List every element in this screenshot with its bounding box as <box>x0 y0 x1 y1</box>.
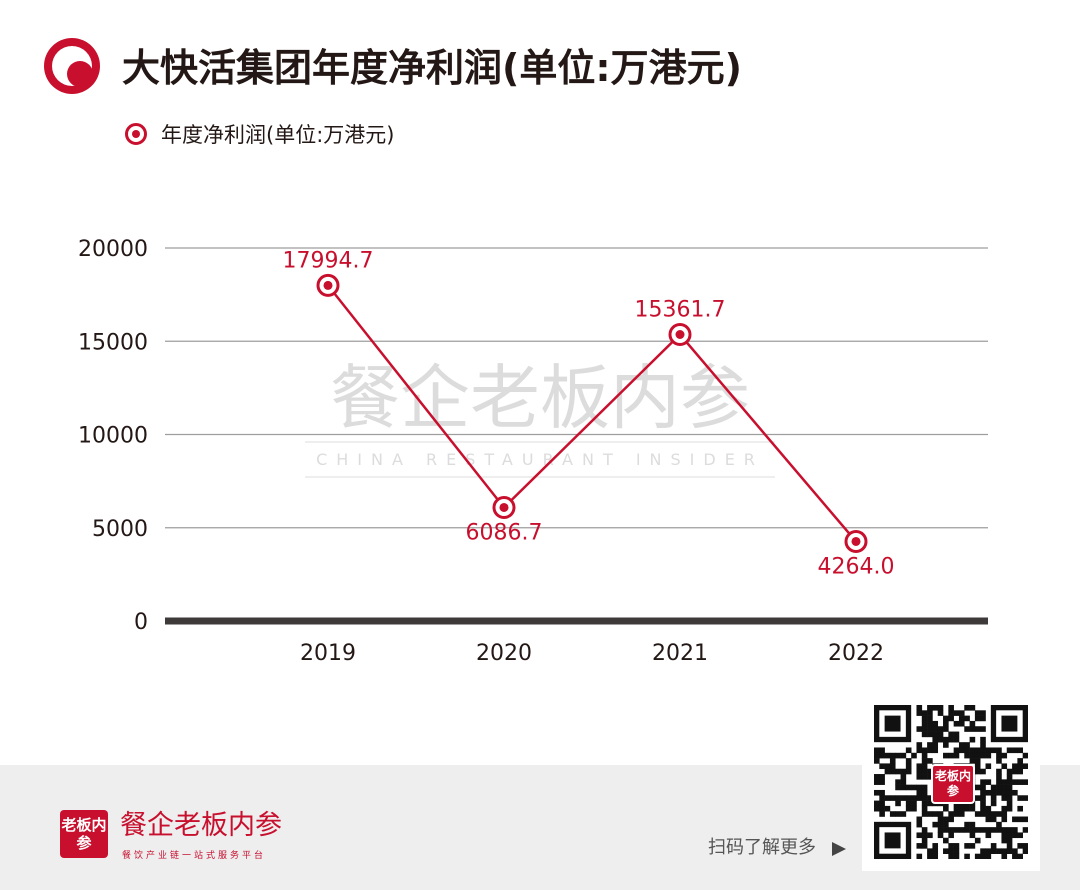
x-tick-label: 2022 <box>828 641 884 666</box>
target-icon <box>44 38 100 94</box>
watermark-subtitle: CHINA RESTAURANT INSIDER <box>316 450 764 469</box>
qr-code-icon <box>874 705 1028 859</box>
line-chart: 餐企老板内参 CHINA RESTAURANT INSIDER 0 5000 10000… <box>78 237 988 666</box>
data-point-center <box>499 502 509 512</box>
x-tick-label: 2021 <box>652 641 708 666</box>
scan-prompt: 扫码了解更多 <box>708 837 816 858</box>
data-label: 15361.7 <box>635 298 726 323</box>
data-label: 17994.7 <box>283 248 374 273</box>
brand-logo-text: 老板内参 <box>61 816 107 852</box>
qr-code: 老板内参 <box>862 693 1040 871</box>
series-line <box>327 284 857 543</box>
y-tick-label: 5000 <box>92 517 148 542</box>
y-tick-label: 10000 <box>78 424 148 449</box>
triangle-right-icon <box>832 842 846 856</box>
data-point-center <box>323 280 333 290</box>
y-tick-label: 0 <box>134 610 148 635</box>
legend-marker-icon <box>125 123 147 145</box>
y-tick-label: 20000 <box>78 237 148 262</box>
data-point-center <box>675 330 685 340</box>
x-tick-label: 2019 <box>300 641 356 666</box>
watermark-title: 餐企老板内参 <box>330 357 750 439</box>
data-label: 6086.7 <box>466 520 543 545</box>
x-tick-label: 2020 <box>476 641 532 666</box>
data-point-center <box>851 536 861 546</box>
chart-legend: 年度净利润(单位:万港元) <box>125 118 394 150</box>
chart-title: 大快活集团年度净利润(单位:万港元) <box>122 46 742 90</box>
brand-tagline: 餐饮产业链一站式服务平台 <box>122 851 267 861</box>
qr-badge: 老板内参 <box>931 764 975 804</box>
brand-logo: 老板内参 <box>60 810 108 858</box>
legend-label: 年度净利润(单位:万港元) <box>161 123 395 147</box>
data-label: 4264.0 <box>818 554 895 579</box>
y-tick-label: 15000 <box>78 330 148 355</box>
brand-name: 餐企老板内参 <box>120 810 282 841</box>
